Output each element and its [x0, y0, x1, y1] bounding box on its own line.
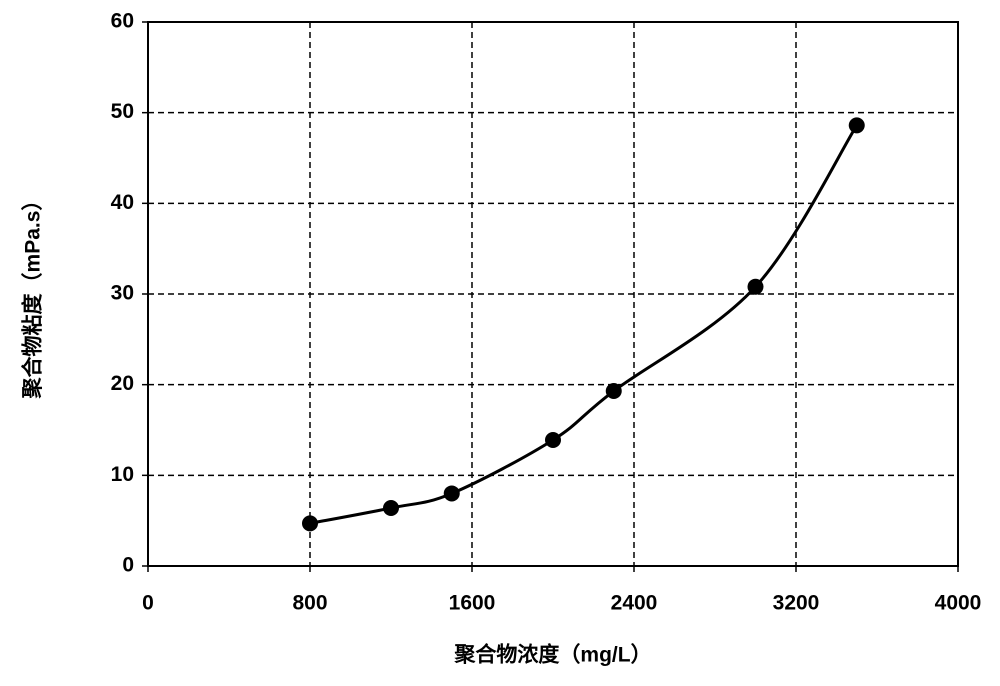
x-tick-label: 0: [142, 592, 154, 615]
y-tick-label: 50: [111, 100, 134, 123]
x-axis-label: 聚合物浓度（mg/L）: [453, 643, 651, 667]
point: [383, 499, 399, 516]
x-tick-label: 3200: [773, 592, 820, 615]
y-tick-label: 20: [111, 372, 134, 395]
point: [848, 117, 865, 134]
y-tick-label: 0: [122, 554, 134, 577]
y-tick-label: 10: [111, 463, 134, 486]
point: [545, 431, 561, 448]
point: [443, 485, 460, 502]
y-axis-label: 聚合物粘度（mPa.s）: [21, 190, 45, 400]
point: [747, 278, 764, 295]
y-tick-label: 60: [111, 10, 134, 33]
point: [605, 383, 622, 400]
x-tick-label: 4000: [935, 592, 982, 615]
y-tick-label: 30: [111, 282, 134, 305]
point: [302, 515, 318, 532]
plot-frame: [147, 21, 959, 567]
x-tick-label: 800: [292, 592, 327, 615]
x-tick-label: 2400: [611, 592, 658, 615]
x-tick-label: 1600: [449, 592, 496, 615]
line: [309, 124, 859, 525]
y-tick-label: 40: [111, 191, 134, 214]
